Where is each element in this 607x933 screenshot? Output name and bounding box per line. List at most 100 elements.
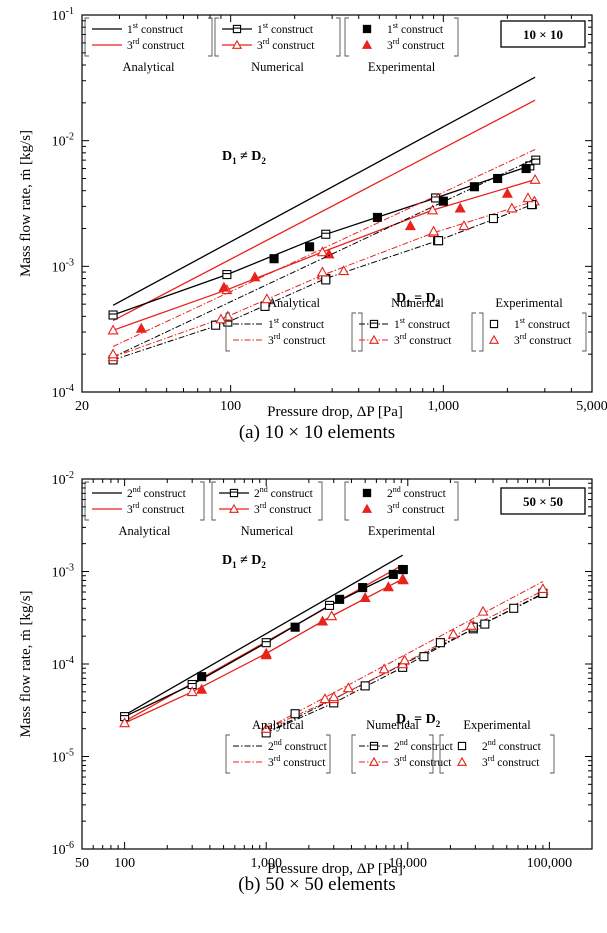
legend-bracket	[225, 312, 230, 352]
legend-ordinal: 1	[514, 319, 520, 331]
y-tick-label: 10-1	[52, 6, 74, 24]
data-point	[335, 594, 345, 604]
tick-exponent: -3	[66, 563, 74, 574]
data-point	[399, 654, 411, 665]
series-0	[112, 76, 536, 306]
legend-entry-label: 3rd construct	[394, 332, 452, 347]
x-tick-label: 100	[114, 856, 135, 871]
data-point	[260, 722, 272, 733]
legend-ordinal: 2	[387, 488, 393, 500]
series-line	[112, 158, 536, 358]
legend-bracket	[336, 17, 341, 57]
legend-ordinal: 3	[268, 335, 274, 347]
tick-exponent: -4	[66, 383, 74, 394]
data-point	[342, 682, 354, 693]
series-line	[112, 200, 535, 358]
legend-entry-label: 3rd construct	[268, 332, 326, 347]
legend-ordinal: 3	[482, 757, 488, 769]
legend-bracket	[454, 17, 459, 57]
legend-bracket	[200, 481, 205, 521]
annot-sub: 2	[436, 719, 441, 729]
data-point	[458, 220, 470, 231]
legend-ordinal: 3	[394, 757, 400, 769]
data-point	[222, 270, 232, 280]
data-point	[447, 628, 459, 639]
x-tick-label: 5,000	[576, 399, 607, 414]
data-point	[317, 615, 329, 626]
data-point	[119, 717, 131, 728]
panel-caption: (a) 10 × 10 elements	[239, 422, 395, 443]
legend-superscript: rd	[400, 332, 407, 341]
legend-entry-label: 1st construct	[394, 316, 451, 331]
series-line	[112, 204, 533, 361]
legend-bracket	[318, 481, 323, 521]
data-point	[501, 187, 513, 198]
legend-ordinal: 3	[257, 40, 263, 52]
y-tick-label: 10-2	[52, 470, 74, 488]
series-line	[112, 76, 536, 306]
tick-base: 10	[52, 751, 66, 766]
data-point	[323, 248, 335, 259]
legend-superscript: st	[393, 21, 399, 30]
legend-superscript: rd	[263, 37, 270, 46]
legend-ordinal: 1	[268, 319, 274, 331]
tick-base: 10	[52, 566, 66, 581]
badge-label: 10 × 10	[523, 27, 563, 42]
data-point	[211, 320, 221, 330]
legend-group-title: Analytical	[122, 60, 175, 74]
tick-base: 10	[52, 9, 66, 24]
data-point	[506, 202, 518, 213]
y-axis-title: Mass flow rate, ṁ [kg/s]	[18, 590, 34, 737]
panel-a-10x10: 20 100 1,000 5,00010-410-310-210-1Pressure …	[18, 6, 607, 443]
legend-entry-label: 3rd construct	[254, 501, 312, 516]
legend-entry-label: 3rd construct	[387, 501, 445, 516]
data-point	[316, 266, 328, 277]
series-6	[112, 158, 536, 358]
data-point	[108, 310, 118, 320]
annot-sub: 1	[232, 560, 237, 570]
legend-marker	[369, 741, 379, 751]
legend-text: construct	[398, 24, 444, 36]
series-7	[112, 149, 536, 347]
legend-entry-label: 3rd construct	[394, 754, 452, 769]
legend-bracket	[439, 734, 444, 774]
data-point	[522, 192, 534, 203]
legend-text: construct	[405, 319, 451, 331]
legend-group-title: Experimental	[368, 524, 436, 538]
tick-base: 10	[52, 135, 66, 150]
data-point	[388, 569, 398, 579]
data-point	[358, 583, 368, 593]
data-point	[404, 220, 416, 231]
series-line	[112, 149, 536, 347]
series-11	[319, 583, 549, 704]
data-point	[196, 683, 208, 694]
legend-superscript: rd	[133, 501, 140, 510]
legend-entry-label: 1st construct	[387, 21, 444, 36]
data-point	[321, 229, 331, 239]
legend-bracket	[225, 734, 230, 774]
annotation-lower: D1 = D2	[396, 291, 441, 308]
x-axis-title: Pressure drop, ΔP [Pa]	[267, 404, 403, 420]
data-point	[359, 592, 371, 602]
data-point	[324, 600, 335, 610]
data-point	[382, 581, 394, 592]
legend-ordinal: 2	[268, 741, 274, 753]
legend-bracket	[326, 734, 331, 774]
legend-superscript: nd	[260, 485, 268, 494]
legend-group-title: Experimental	[368, 60, 436, 74]
tick-base: 10	[52, 658, 66, 673]
y-tick-label: 10-6	[52, 840, 74, 858]
legend-text: construct	[268, 24, 314, 36]
data-point	[537, 583, 549, 594]
legend-group-title: Numerical	[241, 524, 294, 538]
legend-ordinal: 3	[387, 40, 393, 52]
series-4	[197, 564, 408, 682]
legend-text: construct	[268, 488, 314, 500]
legend-superscript: st	[263, 21, 269, 30]
legend-text: construct	[401, 488, 447, 500]
panel-b-50x50: 50 100 1,000 10,000 100,00010-610-510-410-31…	[18, 470, 593, 895]
annot-d: D	[222, 553, 232, 568]
data-point	[480, 619, 490, 629]
